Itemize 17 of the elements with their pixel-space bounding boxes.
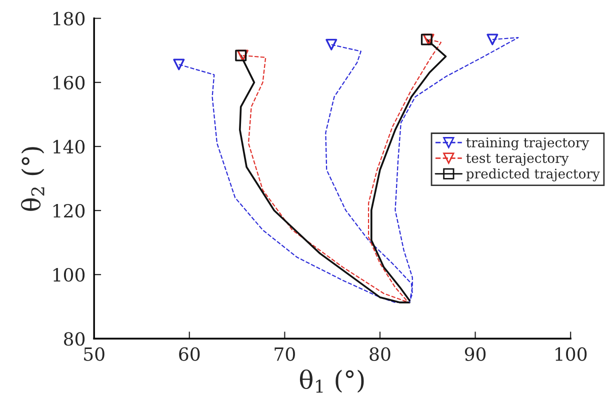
y-tick-label: 160	[53, 76, 85, 90]
legend-label: training trajectory	[466, 138, 590, 150]
x-tick-label: 50	[84, 347, 104, 361]
legend-label: test terajectory	[466, 153, 569, 166]
y-tick-label: 180	[53, 12, 85, 26]
legend-label: predicted trajectory	[466, 168, 600, 182]
y-tick-label: 140	[53, 140, 85, 154]
x-tick-label: 70	[274, 347, 295, 361]
y-tick-label: 80	[64, 332, 85, 346]
x-tick-label: 60	[179, 347, 200, 361]
y-axis-title: θ$_{2}$ (°)	[21, 147, 44, 211]
y-tick-label: 120	[53, 204, 85, 218]
x-tick-label: 90	[464, 347, 486, 361]
x-axis-title: θ$_{1}$ (°)	[300, 370, 364, 393]
x-tick-label: 80	[370, 347, 390, 361]
x-tick-label: 100	[556, 347, 587, 361]
y-tick-label: 100	[53, 268, 85, 282]
